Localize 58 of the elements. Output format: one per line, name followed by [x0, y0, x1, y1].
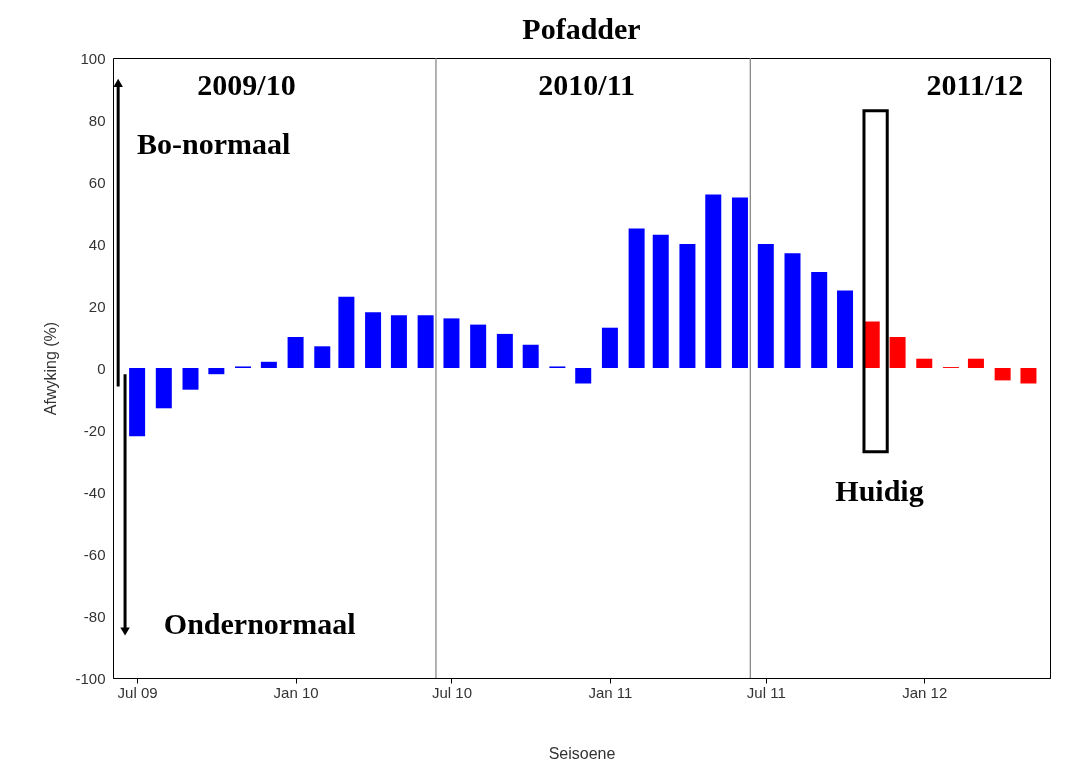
- y-tick-label: -20: [83, 421, 106, 439]
- bar: [705, 194, 722, 368]
- y-tick-label: 100: [80, 49, 106, 67]
- y-tick-label: -60: [83, 545, 106, 563]
- annotation: 2011/12: [926, 67, 1024, 101]
- chart-title: Pofadder: [522, 12, 641, 45]
- x-tick-label: Jan 11: [588, 683, 633, 701]
- y-axis-title: Afwyking (%): [42, 321, 60, 416]
- bar: [182, 368, 199, 390]
- bar: [417, 315, 434, 368]
- annotation: Ondernormaal: [163, 607, 356, 641]
- y-tick-label: 40: [88, 235, 106, 253]
- annotation: 2010/11: [538, 67, 636, 101]
- bar: [994, 368, 1011, 381]
- y-tick-label: 20: [88, 297, 106, 315]
- x-axis-title: Seisoene: [548, 744, 616, 762]
- y-tick-label: 80: [88, 111, 106, 129]
- bar: [863, 321, 880, 368]
- bar: [916, 358, 933, 368]
- y-tick-label: -40: [83, 483, 106, 501]
- bar: [679, 244, 696, 368]
- bar: [889, 337, 906, 368]
- bar: [208, 368, 225, 375]
- bar: [496, 333, 513, 368]
- bar: [470, 324, 487, 368]
- bar: [287, 337, 304, 368]
- bar: [365, 312, 382, 368]
- bar: [260, 361, 277, 368]
- annotation: Bo-normaal: [137, 126, 291, 160]
- y-tick-label: 60: [88, 173, 106, 191]
- bar: [731, 197, 748, 368]
- x-tick-label: Jan 12: [902, 683, 948, 701]
- bar: [522, 344, 539, 368]
- bar: [1020, 368, 1037, 384]
- bar: [967, 358, 984, 368]
- bar: [155, 368, 172, 409]
- bar: [837, 290, 854, 368]
- bar: [314, 346, 331, 368]
- bar: [784, 253, 801, 368]
- x-tick-label: Jul 11: [746, 683, 786, 701]
- bar: [338, 296, 355, 368]
- annotation: 2009/10: [197, 67, 296, 101]
- bar: [575, 368, 592, 384]
- bar: [652, 234, 669, 368]
- bar: [390, 315, 407, 368]
- annotation: Huidig: [835, 474, 924, 507]
- bar: [601, 327, 618, 368]
- y-tick-label: 0: [97, 359, 106, 377]
- x-tick-label: Jul 09: [117, 683, 158, 701]
- bar: [811, 271, 828, 368]
- y-tick-label: -100: [75, 669, 106, 687]
- x-tick-label: Jul 10: [431, 683, 472, 701]
- bar: [628, 228, 645, 368]
- y-tick-label: -80: [83, 607, 106, 625]
- bar: [757, 244, 774, 368]
- bar: [129, 368, 146, 437]
- x-tick-label: Jan 10: [273, 683, 319, 701]
- bar: [443, 318, 460, 368]
